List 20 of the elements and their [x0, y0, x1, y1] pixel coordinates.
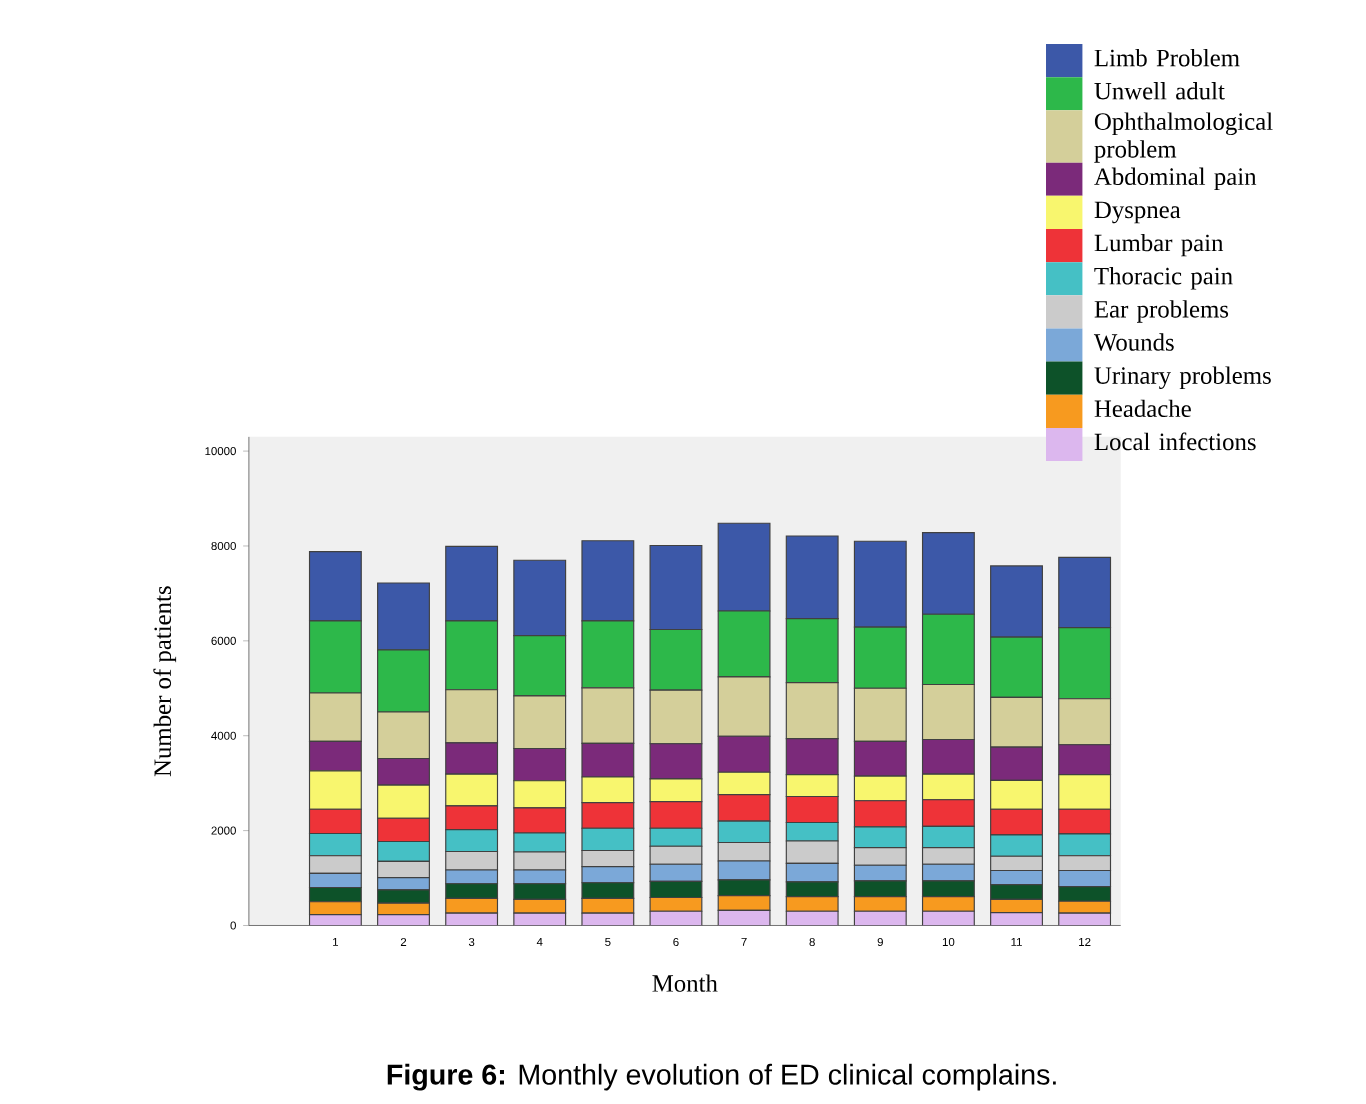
- text: Figure 6: Monthly evolution of ED clinical complains.: [387, 1063, 1056, 1091]
- bar: [377, 914, 430, 926]
- legend-label: Thoracic pain: [1094, 267, 1233, 290]
- legend-label: Unwell adult: [1094, 82, 1225, 100]
- bar: [309, 914, 362, 926]
- bar: [990, 912, 1043, 926]
- legend-label: Local infections: [1094, 432, 1256, 451]
- legend-label: Abdominal pain: [1094, 167, 1257, 191]
- bar: [922, 911, 975, 926]
- legend-label: Lumbar pain: [1094, 234, 1224, 257]
- y-axis-title: Number of patients: [153, 586, 177, 777]
- legend-label: Urinary problems: [1094, 366, 1271, 390]
- legend-label: Wounds: [1093, 333, 1174, 352]
- legend-label: Ear problems: [1094, 300, 1229, 323]
- legend-label: Ophthalmological problem: [1094, 112, 1273, 163]
- bar: [854, 911, 907, 926]
- legend-label: Dyspnea: [1094, 201, 1181, 224]
- legend-label: Headache: [1094, 399, 1191, 418]
- legend-label: Limb Problem: [1094, 49, 1240, 67]
- x-axis-title: Month: [652, 974, 718, 992]
